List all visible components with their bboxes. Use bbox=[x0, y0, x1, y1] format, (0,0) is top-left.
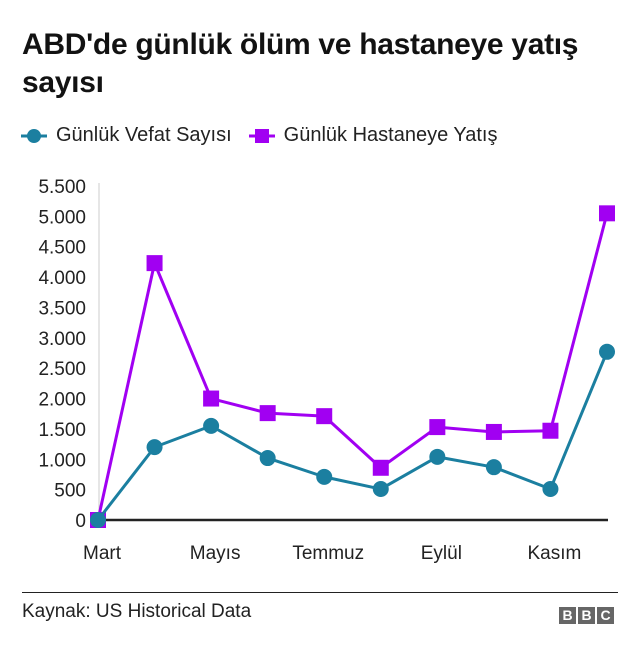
y-tick-label: 3.000 bbox=[38, 329, 86, 350]
bbc-logo-letter: C bbox=[597, 607, 614, 624]
source-text: Kaynak: US Historical Data bbox=[22, 601, 252, 622]
y-tick-label: 5.500 bbox=[38, 177, 86, 198]
data-point-square bbox=[599, 205, 615, 222]
y-tick-label: 3.500 bbox=[38, 298, 86, 319]
legend-label-deaths: Günlük Vefat Sayısı bbox=[56, 124, 232, 146]
chart-title: ABD'de günlük ölüm ve hastaneye yatış sa… bbox=[22, 28, 579, 99]
data-point-square bbox=[372, 459, 389, 476]
x-tick-label: Temmuz bbox=[292, 543, 364, 564]
data-point-square bbox=[485, 423, 502, 440]
data-point-square bbox=[429, 419, 446, 436]
y-tick-label: 500 bbox=[54, 481, 86, 502]
bbc-logo-letter: B bbox=[559, 607, 576, 624]
data-point-circle bbox=[485, 459, 502, 476]
data-point-circle bbox=[90, 512, 106, 528]
line-chart: 0 500 1.000 1.500 2.000 2.500 3.000 3.500 4.000 4… bbox=[38, 177, 615, 564]
data-point-square bbox=[259, 405, 276, 422]
series-line bbox=[96, 351, 609, 521]
x-tick-label: Eylül bbox=[421, 543, 462, 564]
y-tick-label: 4.000 bbox=[38, 268, 86, 289]
legend-item-hospitalizations: Günlük Hastaneye Yatış bbox=[248, 124, 498, 147]
data-point-circle bbox=[542, 481, 559, 498]
circle-marker-icon bbox=[21, 128, 47, 143]
series-line bbox=[96, 212, 609, 521]
bbc-logo-letter: B bbox=[578, 607, 595, 624]
data-point-square bbox=[203, 390, 220, 407]
data-point-circle bbox=[372, 481, 389, 498]
square-marker-icon bbox=[248, 128, 275, 143]
y-tick-label: 1.500 bbox=[38, 420, 86, 441]
data-point-circle bbox=[146, 439, 163, 456]
data-point-square bbox=[146, 255, 163, 272]
data-point-square bbox=[316, 408, 333, 425]
data-point-circle bbox=[316, 468, 333, 485]
x-tick-label: Mart bbox=[83, 543, 122, 564]
data-point-circle bbox=[599, 343, 615, 360]
y-tick-label: 1.000 bbox=[38, 450, 86, 471]
y-tick-label: 2.500 bbox=[38, 359, 86, 380]
data-point-circle bbox=[203, 417, 220, 434]
y-tick-label: 5.000 bbox=[38, 207, 86, 228]
x-tick-label: Mayıs bbox=[190, 543, 241, 564]
data-point-square bbox=[542, 422, 559, 439]
legend: Günlük Vefat Sayısı Günlük Hastaneye Yat… bbox=[20, 124, 513, 147]
bbc-logo: B B C bbox=[557, 607, 614, 624]
data-point-circle bbox=[259, 450, 276, 467]
y-tick-label: 0 bbox=[75, 511, 86, 532]
legend-item-deaths: Günlük Vefat Sayısı bbox=[20, 124, 232, 147]
legend-label-hospitalizations: Günlük Hastaneye Yatış bbox=[283, 124, 498, 146]
footer-divider bbox=[22, 592, 618, 593]
data-point-circle bbox=[429, 448, 446, 465]
y-tick-label: 2.000 bbox=[38, 390, 86, 411]
x-tick-label: Kasım bbox=[528, 543, 582, 564]
y-tick-label: 4.500 bbox=[38, 238, 86, 259]
